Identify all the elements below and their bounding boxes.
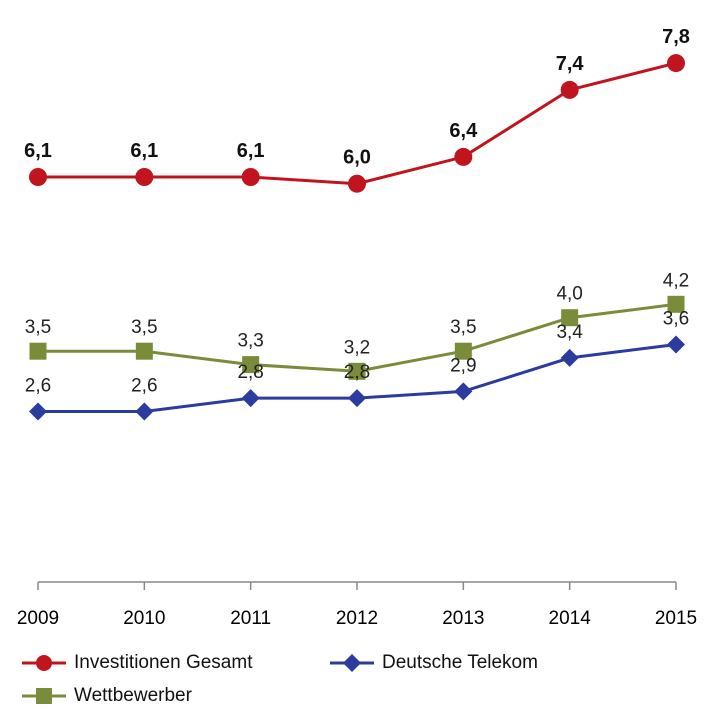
legend-item-telekom: Deutsche Telekom — [328, 648, 538, 678]
legend-label-wettbewerber: Wettbewerber — [74, 685, 192, 706]
data-point — [242, 356, 260, 374]
data-label: 6,1 — [130, 140, 158, 162]
data-point — [135, 168, 154, 186]
data-label: 6,1 — [24, 140, 52, 162]
x-tick-label: 2011 — [230, 608, 271, 629]
data-point — [560, 80, 579, 99]
data-labels: 3,5 3,5 3,3 3,2 3,5 4,0 4,2 2,6 2,6 2,8 2,8 2,9 3,4 3… — [24, 26, 690, 396]
data-label: 3,6 — [663, 309, 689, 330]
data-point — [135, 402, 154, 421]
data-point — [667, 295, 685, 313]
legend-item-wettbewerber: Wettbewerber — [20, 681, 192, 711]
data-label: 6,4 — [449, 120, 478, 142]
data-label: 3,5 — [131, 317, 157, 338]
x-tick-label: 2010 — [123, 608, 165, 629]
data-label: 7,4 — [556, 53, 585, 75]
data-label: 6,0 — [343, 147, 371, 169]
data-label: 2,6 — [25, 376, 51, 397]
data-label: 4,2 — [663, 270, 689, 291]
data-point — [348, 362, 366, 380]
legend-label-investitionen: Investitionen Gesamt — [74, 652, 253, 673]
x-tick-label: 2009 — [17, 608, 59, 629]
legend-item-investitionen: Investitionen Gesamt — [20, 648, 252, 678]
data-label: 2,6 — [131, 376, 157, 397]
data-point — [29, 168, 47, 186]
data-label: 2,8 — [237, 362, 263, 383]
legend-label-telekom: Deutsche Telekom — [382, 652, 538, 673]
x-tick-label: 2014 — [549, 608, 592, 629]
x-tick-label: 2012 — [336, 608, 378, 629]
legend-circle-icon — [22, 655, 66, 671]
line-chart: 2009 2010 2011 2012 2013 2014 2015 3,5 3,53,3 3,… — [17, 26, 697, 629]
data-point — [29, 402, 47, 421]
data-label: 2,9 — [450, 355, 476, 376]
data-label: 3,5 — [25, 317, 51, 338]
data-label: 7,8 — [662, 26, 690, 48]
x-ticks: 2009 2010 2011 2012 2013 2014 2015 — [17, 582, 697, 629]
data-label: 3,3 — [237, 331, 263, 352]
x-tick-label: 2015 — [655, 608, 697, 629]
data-point — [454, 382, 473, 401]
data-point — [29, 342, 47, 360]
data-label: 3,4 — [556, 322, 583, 343]
data-label: 3,5 — [450, 317, 476, 338]
data-label: 2,8 — [344, 362, 370, 383]
data-point — [241, 168, 260, 186]
data-point — [454, 147, 473, 166]
data-point — [241, 389, 260, 408]
data-point — [348, 174, 366, 193]
data-point — [135, 342, 153, 360]
legend-square-icon — [22, 688, 66, 704]
data-point — [348, 389, 366, 408]
data-point — [454, 342, 472, 360]
legend-diamond-icon — [330, 654, 374, 672]
data-label: 3,2 — [344, 337, 370, 358]
data-label: 6,1 — [237, 140, 265, 162]
x-tick-label: 2013 — [442, 608, 484, 629]
data-point — [667, 54, 685, 73]
data-point — [561, 309, 579, 327]
series-group — [29, 54, 685, 421]
data-label: 4,0 — [556, 284, 582, 305]
data-point — [560, 348, 579, 367]
data-point — [667, 335, 685, 354]
